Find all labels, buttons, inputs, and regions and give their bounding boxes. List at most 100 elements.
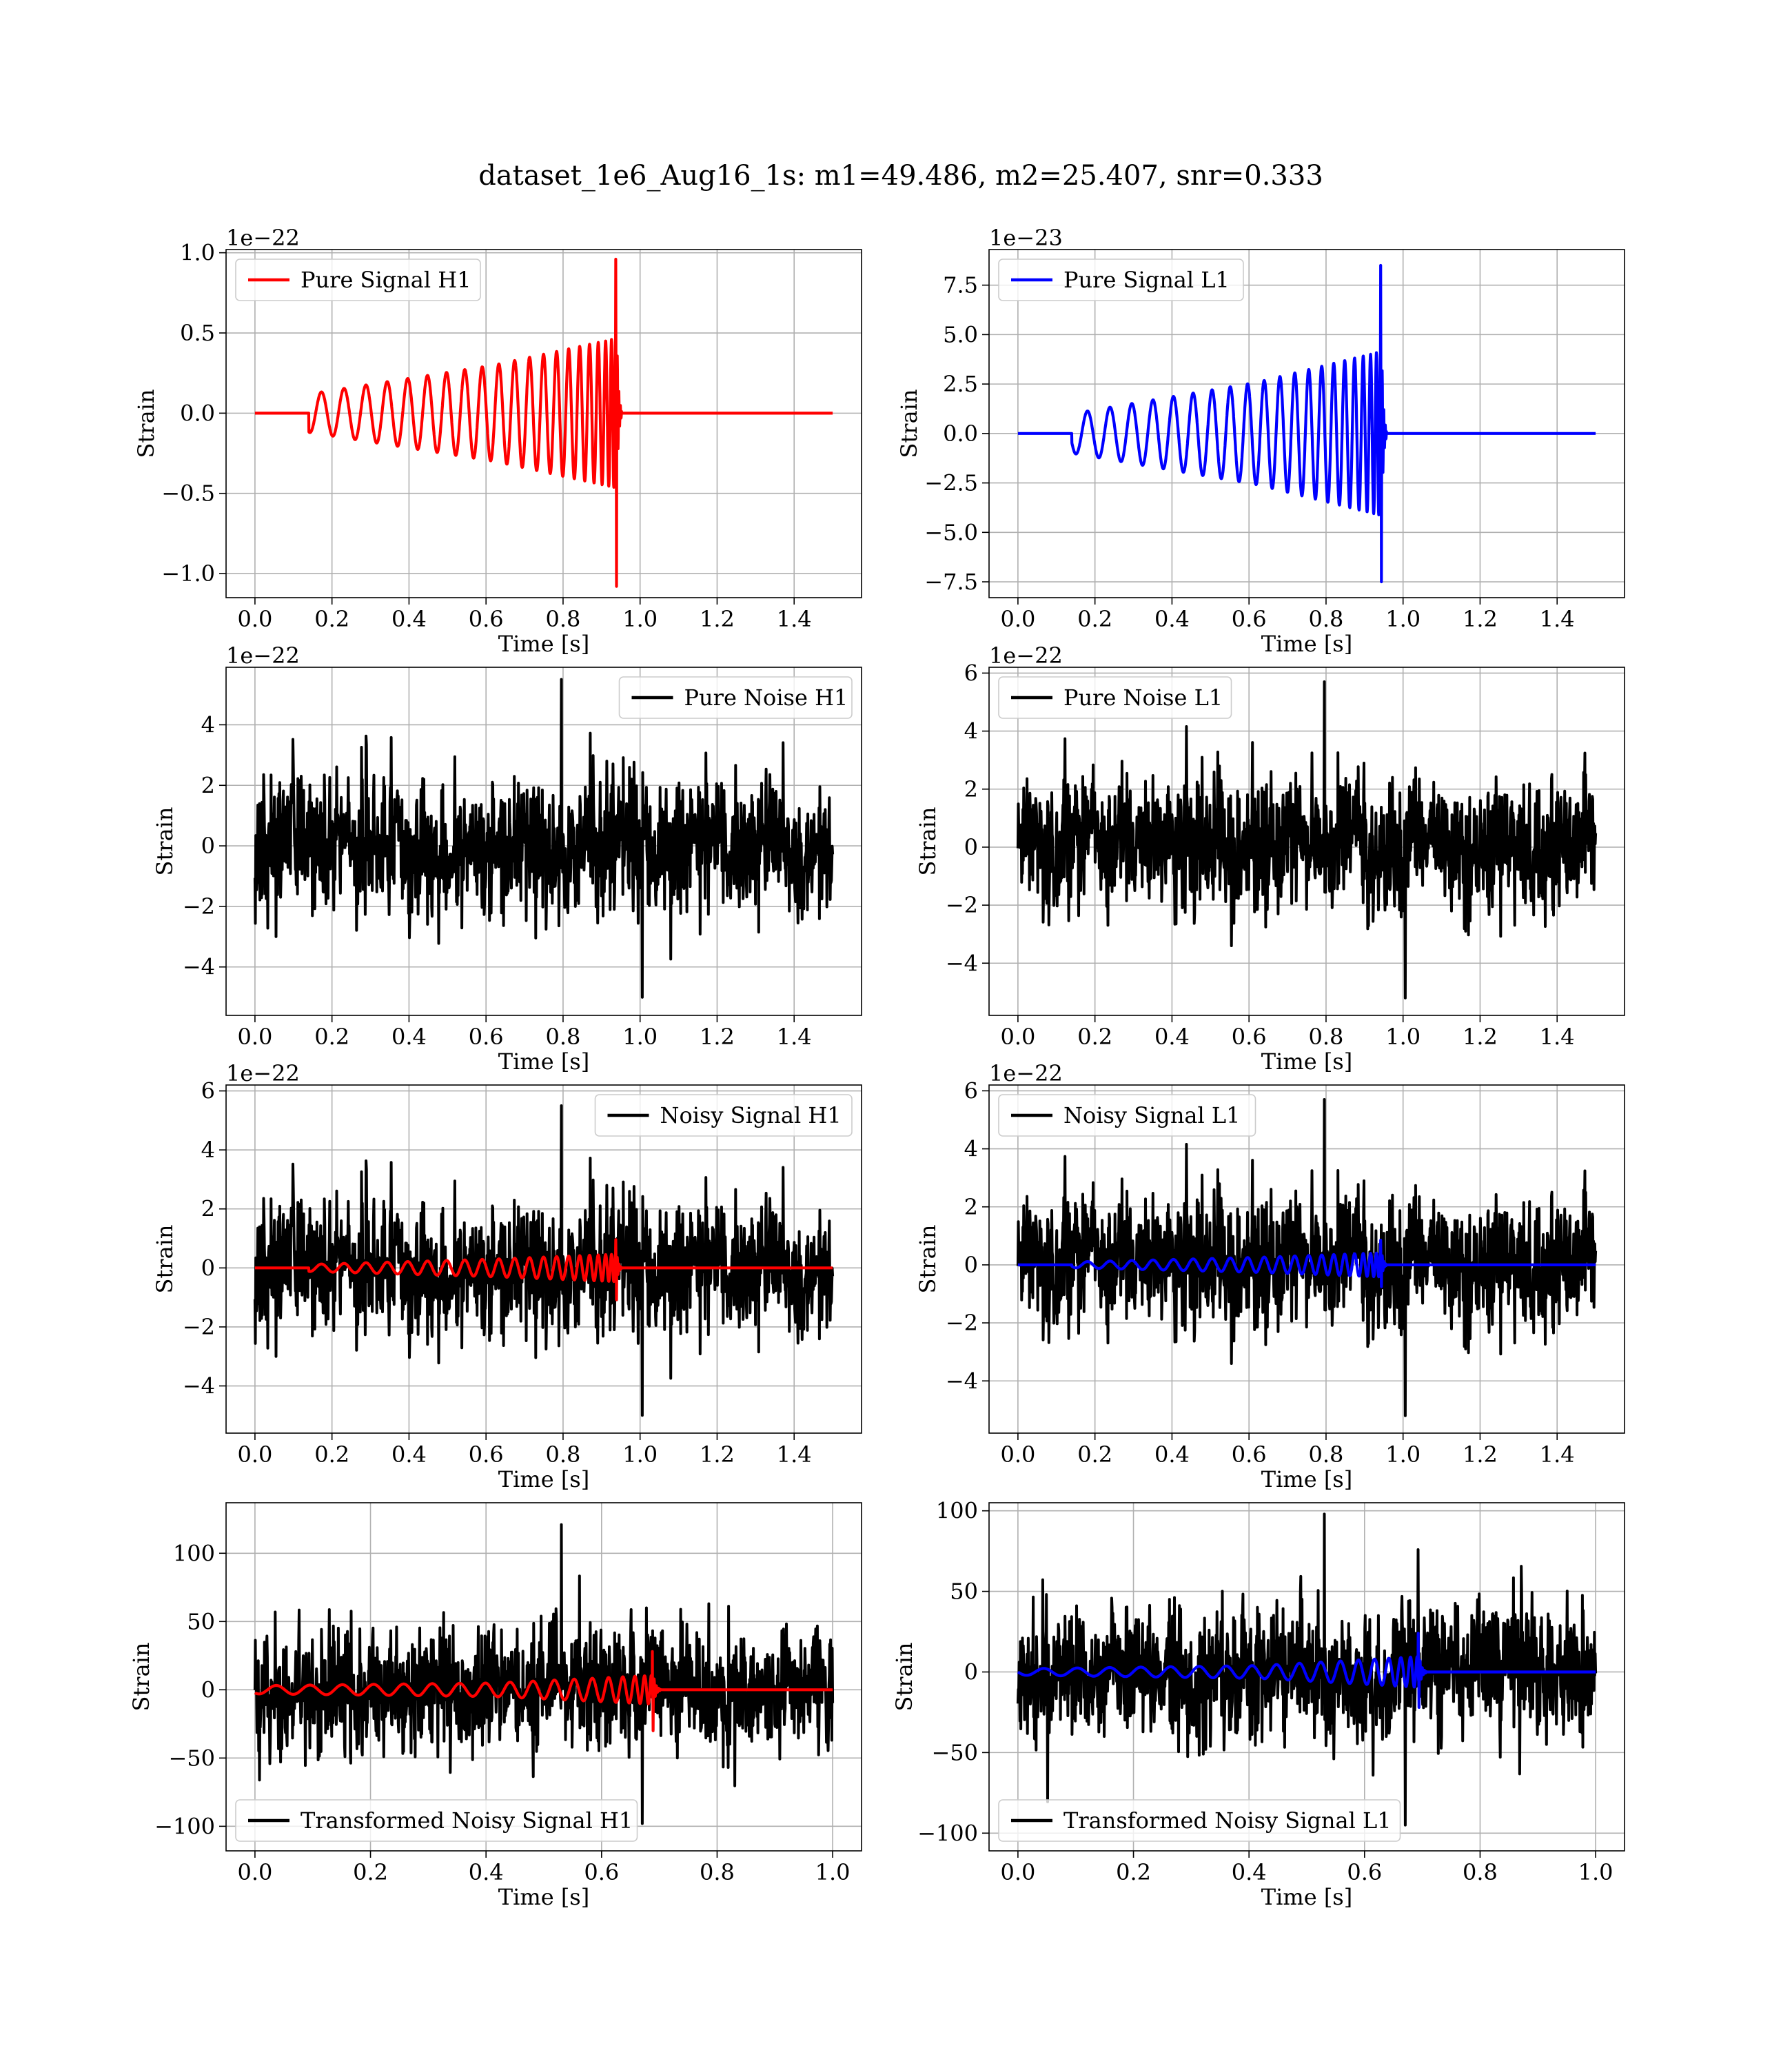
axes-frame	[225, 1084, 862, 1434]
y-tick-label: 4	[201, 1137, 215, 1163]
x-tick-label: 1.4	[777, 1024, 812, 1050]
x-tick-label: 0.4	[469, 1859, 504, 1885]
x-tick-label: 0.2	[1077, 606, 1112, 632]
legend: Transformed Noisy Signal L1	[998, 1799, 1401, 1842]
x-tick-label: 1.0	[815, 1859, 851, 1885]
legend-box	[998, 258, 1244, 301]
x-tick-label: 0.6	[584, 1859, 619, 1885]
x-tick-label: 0.8	[1308, 606, 1343, 632]
y-axis-label: Strain	[915, 1225, 941, 1294]
series-line-noisy-signal-l1	[1016, 1098, 1598, 1417]
legend-label: Pure Noise L1	[1063, 685, 1223, 711]
x-tick-label: 1.0	[1385, 1024, 1421, 1050]
x-tick-label: 1.2	[1463, 1024, 1498, 1050]
series-line-overlay-1	[1017, 1632, 1597, 1709]
y-tick-label: −4	[946, 1368, 978, 1394]
y-tick-label: −1.0	[161, 560, 215, 587]
series-line-transformed-noisy-signal-l1	[1016, 1512, 1598, 1827]
x-tick-label: 0.6	[1347, 1859, 1382, 1885]
x-tick-label: 0.4	[1154, 1024, 1190, 1050]
y-axis-label: Strain	[133, 389, 159, 458]
x-tick-label: 0.4	[1154, 1441, 1190, 1468]
subplot-pure-noise-l1: 0.0 0.2 0.4 0.6 0.8 1.0 1.2 1.4 −4 −2 0 2 4 6 Time [s]…	[915, 642, 1625, 1075]
x-tick-label: 1.4	[777, 1441, 812, 1468]
x-tick-label: 1.4	[1540, 1024, 1575, 1050]
x-tick-label: 0.4	[1232, 1859, 1267, 1885]
y-tick-label: 100	[936, 1498, 978, 1524]
x-tick-label: 0.6	[1232, 1024, 1267, 1050]
legend-box	[235, 258, 481, 301]
x-tick-label: 0.2	[1116, 1859, 1151, 1885]
y-tick-label: −4	[183, 1373, 215, 1399]
y-tick-label: 1.0	[180, 240, 215, 266]
series-line-pure-noise-l1	[1016, 680, 1598, 1000]
x-tick-label: 0.8	[1308, 1441, 1343, 1468]
series-line-noisy-signal-h1	[253, 1104, 835, 1417]
x-tick-label: 0.0	[237, 606, 272, 632]
y-tick-label: 50	[950, 1579, 978, 1605]
y-tick-label: −50	[931, 1739, 978, 1765]
series-line-overlay-1	[254, 1238, 834, 1301]
y-tick-label: 2	[964, 776, 978, 802]
offset-text: 1e−22	[226, 225, 300, 251]
series-line-pure-noise-h1	[253, 678, 835, 999]
y-tick-label: −2	[946, 892, 978, 918]
x-tick-label: 0.8	[700, 1859, 735, 1885]
y-tick-label: 2.5	[943, 371, 978, 397]
y-tick-label: −2	[183, 1314, 215, 1340]
x-tick-label: 0.0	[237, 1441, 272, 1468]
x-tick-label: 1.2	[1463, 606, 1498, 632]
x-tick-label: 0.0	[237, 1859, 272, 1885]
y-tick-label: 6	[964, 660, 978, 686]
y-tick-label: 5.0	[943, 321, 978, 347]
x-tick-label: 0.6	[469, 606, 504, 632]
plot-area	[253, 1104, 835, 1417]
series-line-overlay-1	[254, 1650, 834, 1732]
legend-box	[618, 676, 853, 719]
y-tick-label: −50	[168, 1745, 215, 1771]
legend-label: Transformed Noisy Signal L1	[1063, 1807, 1392, 1834]
x-tick-label: 0.0	[1000, 1859, 1035, 1885]
y-axis-label: Strain	[128, 1643, 154, 1712]
subplot-pure-noise-h1: 0.0 0.2 0.4 0.6 0.8 1.0 1.2 1.4 −4 −2 0 2 4 Time [s] S…	[152, 642, 862, 1075]
x-tick-label: 1.2	[700, 1441, 735, 1468]
offset-text: 1e−22	[226, 1060, 300, 1086]
x-tick-label: 0.8	[545, 1441, 580, 1468]
axes-frame	[988, 667, 1625, 1016]
legend-label: Pure Noise H1	[684, 685, 848, 711]
x-tick-label: 1.0	[622, 1441, 658, 1468]
y-tick-label: −5.0	[924, 519, 978, 545]
y-tick-label: 0.0	[180, 400, 215, 426]
y-tick-label: 0.0	[943, 420, 978, 447]
figure-suptitle: dataset_1e6_Aug16_1s: m1=49.486, m2=25.4…	[478, 160, 1323, 192]
y-tick-label: −4	[183, 954, 215, 980]
legend-box	[594, 1094, 853, 1137]
x-tick-label: 1.0	[1385, 606, 1421, 632]
y-tick-label: 0	[201, 833, 215, 859]
x-tick-label: 0.8	[545, 1024, 580, 1050]
x-tick-label: 0.4	[391, 606, 427, 632]
x-tick-label: 0.8	[545, 606, 580, 632]
y-tick-label: −4	[946, 950, 978, 976]
legend: Pure Noise H1	[618, 676, 853, 719]
subplot-pure-signal-l1: 0.0 0.2 0.4 0.6 0.8 1.0 1.2 1.4 −7.5 −5.0 −2.5 0.0 2…	[896, 225, 1625, 657]
plot-area	[253, 1523, 835, 1825]
y-tick-label: 0	[964, 1252, 978, 1278]
axes-frame	[225, 667, 862, 1016]
axes-frame	[988, 1502, 1625, 1852]
x-tick-label: 1.2	[700, 1024, 735, 1050]
x-tick-label: 0.8	[1308, 1024, 1343, 1050]
offset-text: 1e−22	[226, 642, 300, 669]
x-tick-label: 0.6	[469, 1024, 504, 1050]
x-axis-label: Time [s]	[498, 631, 589, 657]
axes-frame	[988, 1084, 1625, 1434]
subplot-noisy-signal-l1: 0.0 0.2 0.4 0.6 0.8 1.0 1.2 1.4 −4 −2 0 2 4 6 Time [s]…	[915, 1060, 1625, 1492]
legend: Pure Noise L1	[998, 676, 1232, 719]
plot-area	[1016, 680, 1598, 1000]
x-tick-label: 0.2	[1077, 1024, 1112, 1050]
x-tick-label: 0.2	[1077, 1441, 1112, 1468]
x-tick-label: 0.0	[237, 1024, 272, 1050]
y-tick-label: 2	[964, 1194, 978, 1220]
